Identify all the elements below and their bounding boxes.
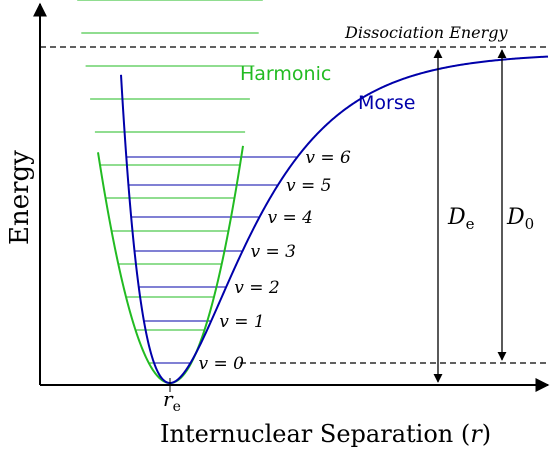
level-label: v = 0 bbox=[199, 354, 245, 374]
de-label: De bbox=[447, 205, 475, 233]
harmonic-label: Harmonic bbox=[240, 63, 331, 85]
morse-curve bbox=[120, 55, 549, 385]
d0-label: D0 bbox=[506, 205, 534, 233]
harmonic-levels bbox=[77, 0, 263, 364]
re-label: re bbox=[163, 387, 181, 415]
x-axis-label: Internuclear Separation (r) bbox=[160, 420, 491, 448]
y-axis-label: Energy bbox=[5, 150, 35, 245]
level-label: v = 4 bbox=[268, 208, 313, 228]
level-label: v = 5 bbox=[286, 176, 331, 196]
level-label: v = 6 bbox=[305, 148, 351, 168]
morse-label: Morse bbox=[358, 92, 415, 114]
level-label: v = 2 bbox=[234, 278, 279, 298]
level-label: v = 1 bbox=[219, 312, 264, 332]
level-label: v = 3 bbox=[251, 242, 296, 262]
morse-levels bbox=[126, 156, 298, 364]
dissociation-label: Dissociation Energy bbox=[344, 23, 509, 42]
level-labels: v = 0 v = 1 v = 2 v = 3 v = 4 v = 5 v = 6 bbox=[199, 148, 352, 374]
